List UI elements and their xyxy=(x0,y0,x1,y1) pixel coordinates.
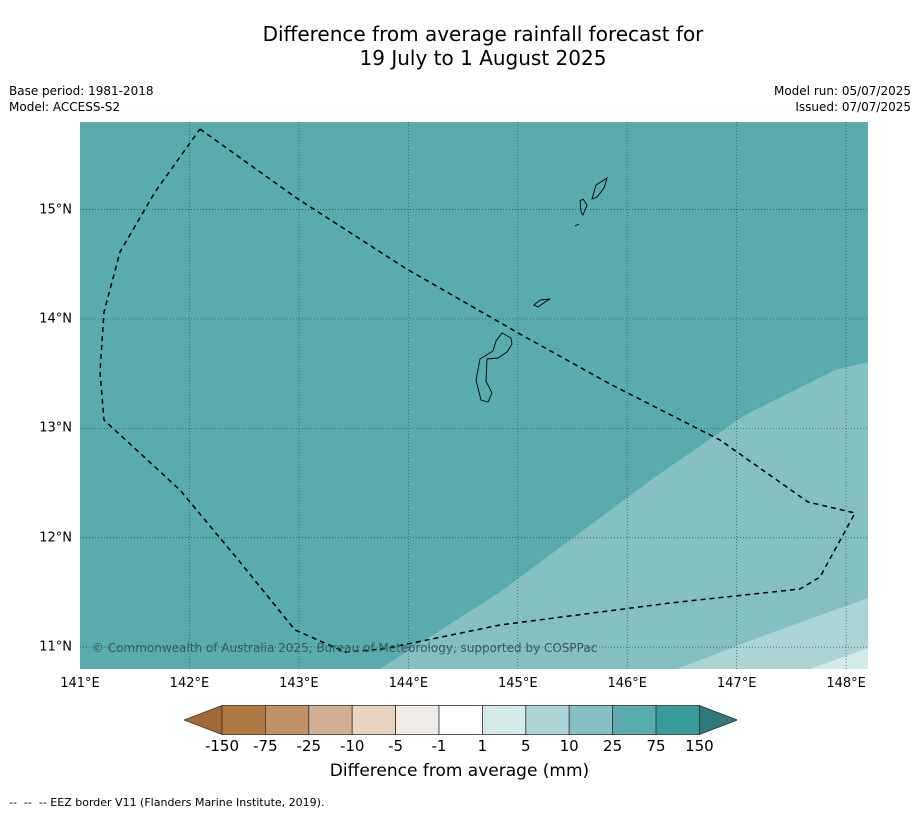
meta-left: Base period: 1981-2018 Model: ACCESS-S2 xyxy=(9,83,154,115)
eez-footnote: -- -- -- EEZ border V11 (Flanders Marine… xyxy=(9,796,325,809)
longitude-label: 147°E xyxy=(716,676,757,691)
colorbar-swatch xyxy=(221,705,266,735)
colorbar-swatch xyxy=(308,705,353,735)
colorbar-tick-label: 10 xyxy=(559,737,579,755)
latitude-label: 14°N xyxy=(39,311,72,327)
colorbar xyxy=(184,705,737,735)
colorbar-swatch xyxy=(525,705,570,735)
copyright-notice: © Commonwealth of Australia 2025, Bureau… xyxy=(92,641,598,655)
saipan-island xyxy=(591,176,608,200)
model-run: Model run: 05/07/2025 xyxy=(773,84,911,98)
longitude-label: 142°E xyxy=(169,676,210,691)
colorbar-tick-label: -10 xyxy=(339,737,365,755)
colorbar-tick-label: -5 xyxy=(388,737,404,755)
colorbar-tick-label: 1 xyxy=(477,737,488,755)
colorbar-tick-label: 25 xyxy=(603,737,623,755)
issued-date: Issued: 07/07/2025 xyxy=(795,100,911,114)
longitude-label: 143°E xyxy=(279,676,319,691)
colorbar-swatch xyxy=(612,705,657,735)
latitude-label: 13°N xyxy=(39,420,72,436)
longitude-label: 148°E xyxy=(826,676,866,691)
band-1-to-5 xyxy=(810,648,868,669)
colorbar-swatch xyxy=(395,705,440,735)
guam-island xyxy=(475,332,513,403)
band-10-to-25 xyxy=(380,362,868,669)
colorbar-tick-label: -25 xyxy=(296,737,322,755)
colorbar-swatch xyxy=(351,705,396,735)
latitude-label: 11°N xyxy=(39,639,72,655)
colorbar-swatch xyxy=(655,705,700,735)
map-panel[interactable]: © Commonwealth of Australia 2025, Bureau… xyxy=(80,122,868,669)
colorbar-tick-label: -1 xyxy=(431,737,447,755)
rota-island xyxy=(533,298,551,308)
longitude-label: 145°E xyxy=(498,676,538,691)
colorbar-tick-label: -150 xyxy=(204,737,240,755)
colorbar-tick-label: -75 xyxy=(253,737,278,755)
colorbar-tick-label: 5 xyxy=(521,737,531,755)
title-line-1: Difference from average rainfall forecas… xyxy=(262,22,704,46)
islands xyxy=(475,176,608,403)
colorbar-tick-label: 150 xyxy=(685,737,714,755)
gridlines xyxy=(80,122,868,669)
longitude-label: 141°E xyxy=(60,676,100,691)
band-5-to-10 xyxy=(677,598,868,669)
title-line-2: 19 July to 1 August 2025 xyxy=(359,46,607,70)
longitude-label: 146°E xyxy=(607,676,647,691)
colorbar-swatch xyxy=(481,705,527,735)
colorbar-tick-label: 75 xyxy=(646,737,666,755)
tinian-island xyxy=(579,198,588,216)
colorbar-swatch xyxy=(568,705,614,735)
aguijan-island xyxy=(574,223,580,227)
colorbar-title: Difference from average (mm) xyxy=(329,761,590,781)
base-period: Base period: 1981-2018 xyxy=(9,84,154,98)
colorbar-extend-low xyxy=(184,705,223,735)
colorbar-swatch xyxy=(438,705,483,735)
eez-border xyxy=(99,128,857,653)
meta-right: Model run: 05/07/2025 Issued: 07/07/2025 xyxy=(774,83,911,115)
chart-title: Difference from average rainfall forecas… xyxy=(0,22,919,70)
longitude-label: 144°E xyxy=(388,676,429,691)
model-name: Model: ACCESS-S2 xyxy=(9,100,121,114)
colorbar-extend-high xyxy=(699,705,737,735)
colorbar-swatch xyxy=(265,705,310,735)
latitude-label: 15°N xyxy=(39,202,72,218)
map-svg xyxy=(80,122,868,669)
latitude-label: 12°N xyxy=(39,530,72,546)
